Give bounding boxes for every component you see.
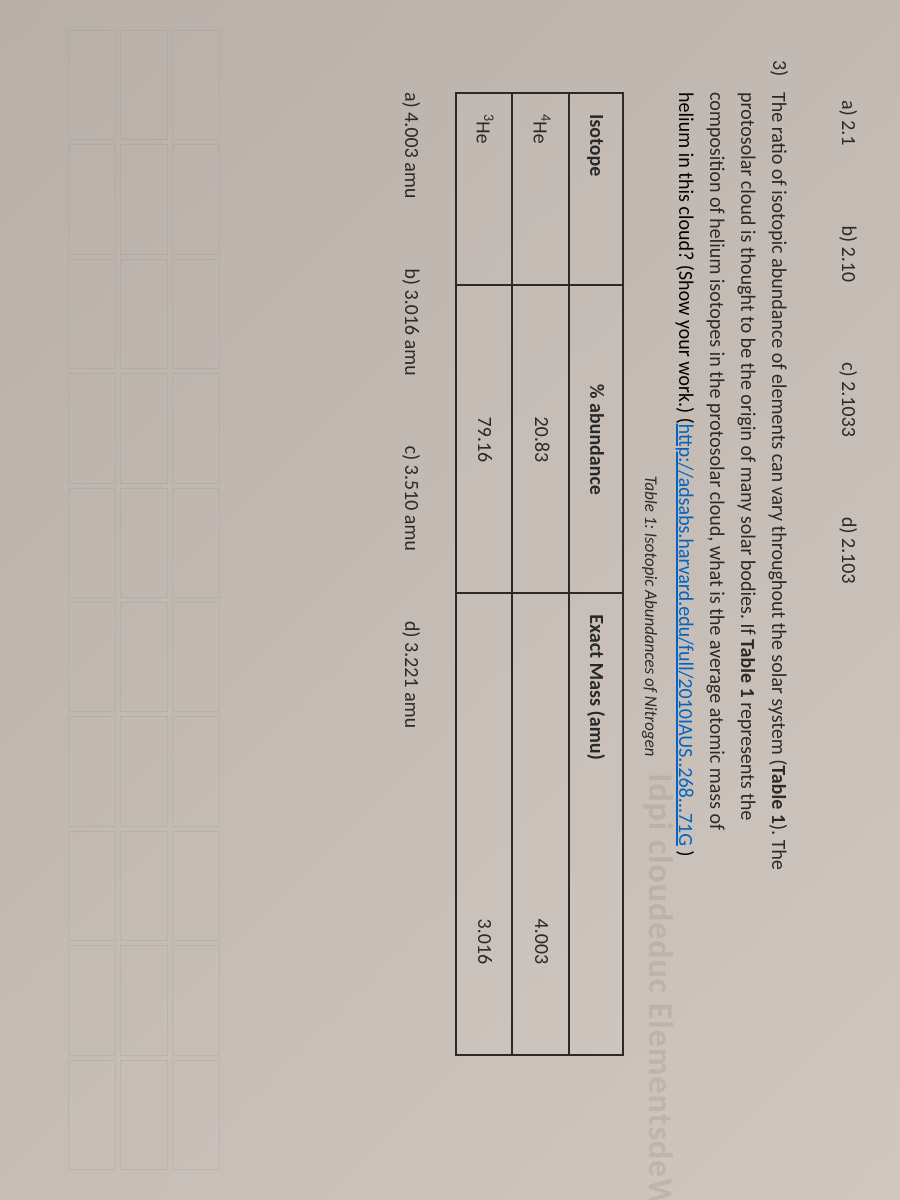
- question-line-4: helium in this cloud? (Show your work.) …: [671, 92, 698, 1140]
- bold-text: Table 1: [735, 639, 759, 702]
- answer-options: a) 4.003 amu b) 3.016 amu c) 3.510 amu d…: [399, 92, 423, 1140]
- option-d: d) 3.221 amu: [399, 621, 423, 728]
- option-d: d) 2.103: [836, 517, 860, 584]
- table-caption: Table 1: Isotopic Abundances of Nitrogen: [640, 92, 661, 1140]
- cell-abundance: 79.16: [456, 285, 513, 593]
- table-row: 3He 79.16 3.016: [456, 93, 513, 1055]
- option-a: a) 2.1: [836, 100, 860, 146]
- col-isotope: Isotope: [569, 93, 623, 285]
- col-abundance: % abundance: [569, 285, 623, 593]
- text-segment: protosolar cloud is thought to be the or…: [735, 92, 759, 639]
- option-b: b) 3.016 amu: [399, 268, 423, 375]
- text-segment: represents the: [735, 702, 759, 820]
- text-segment: ). The: [766, 824, 790, 870]
- text-segment: ): [673, 846, 697, 857]
- col-mass: Exact Mass (amu): [569, 593, 623, 1055]
- option-c: c) 3.510 amu: [399, 446, 423, 551]
- text-segment: The ratio of isotopic abundance of eleme…: [766, 92, 790, 765]
- cell-mass: 4.003: [512, 593, 569, 1055]
- periodic-table-bleed-through: [0, 30, 220, 1170]
- prev-question-options: a) 2.1 b) 2.10 c) 2.1033 d) 2.103: [836, 100, 860, 1140]
- reference-link[interactable]: http://adsabs.harvard.edu/full/2010IAUS.…: [673, 424, 697, 846]
- cell-isotope: 4He: [512, 93, 569, 285]
- element-symbol: He: [527, 121, 551, 143]
- cell-abundance: 20.83: [512, 285, 569, 593]
- text-segment: helium in this cloud? (Show your work.) …: [673, 92, 697, 424]
- question-line-2: protosolar cloud is thought to be the or…: [733, 92, 760, 1140]
- option-c: c) 2.1033: [836, 362, 860, 437]
- table-header-row: Isotope % abundance Exact Mass (amu): [569, 93, 623, 1055]
- cell-mass: 3.016: [456, 593, 513, 1055]
- question-number: 3): [767, 60, 791, 76]
- question-line-1: The ratio of isotopic abundance of eleme…: [764, 92, 791, 1140]
- isotope-table: Isotope % abundance Exact Mass (amu) 4He…: [455, 92, 624, 1056]
- question-line-3: composition of helium isotopes in the pr…: [702, 92, 729, 1140]
- cell-isotope: 3He: [456, 93, 513, 285]
- table-row: 4He 20.83 4.003: [512, 93, 569, 1055]
- option-b: b) 2.10: [836, 226, 860, 283]
- element-symbol: He: [471, 121, 495, 143]
- bold-text: Table 1: [766, 765, 790, 824]
- option-a: a) 4.003 amu: [399, 92, 423, 198]
